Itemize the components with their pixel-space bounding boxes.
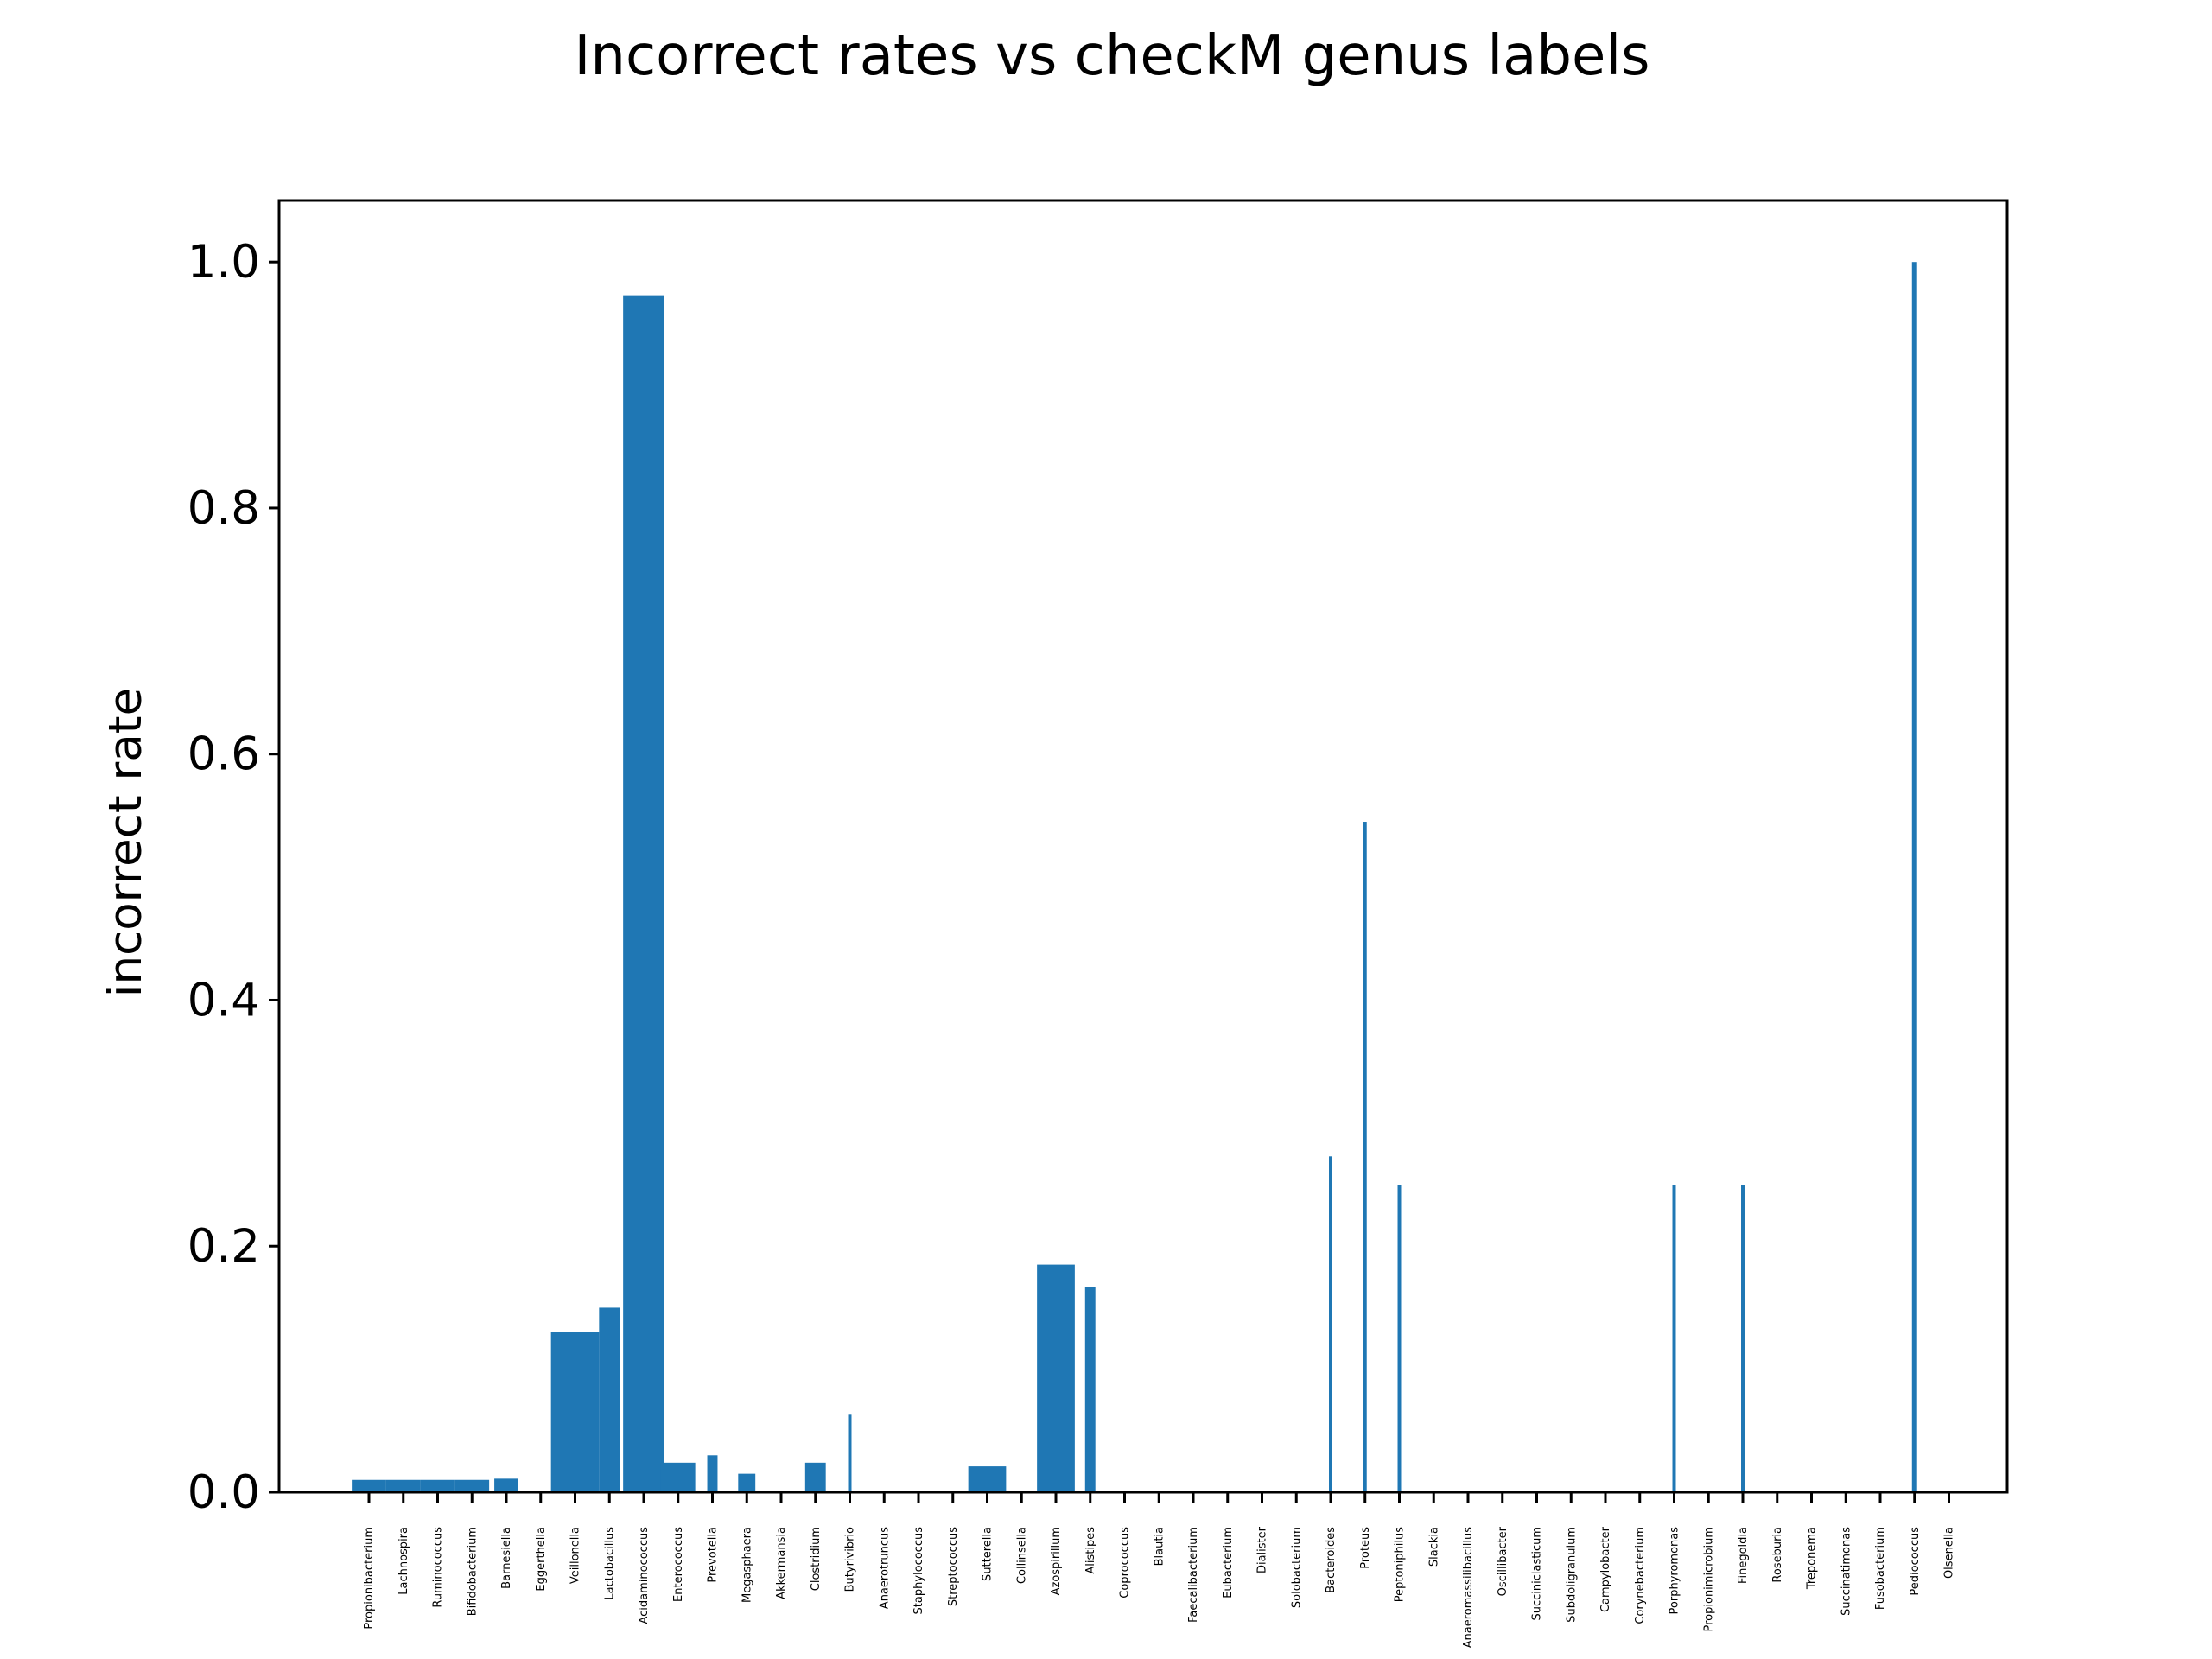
x-tick-label: Streptococcus	[947, 1527, 960, 1606]
x-tick-label: Oscillibacter	[1497, 1526, 1510, 1596]
x-tick-label: Enterococcus	[672, 1527, 685, 1602]
x-tick-label: Lachnospira	[397, 1527, 410, 1595]
x-tick-label: Fusobacterium	[1874, 1527, 1887, 1610]
x-tick-label: Proteus	[1359, 1527, 1372, 1569]
x-tick-label: Bacteroides	[1325, 1527, 1338, 1593]
bar-sutterella	[968, 1466, 1007, 1492]
x-tick-label: Blautia	[1153, 1527, 1166, 1566]
x-tick-label: Propionimicrobium	[1702, 1527, 1715, 1632]
bar-butyrivibrio	[848, 1414, 852, 1492]
x-tick-label: Ruminococcus	[432, 1527, 445, 1608]
x-tick-label: Anaeromassilibacillus	[1462, 1527, 1475, 1649]
x-tick-label: Anaerotruncus	[878, 1527, 891, 1609]
x-tick-label: Corynebacterium	[1634, 1527, 1647, 1624]
x-tick-label: Staphylococcus	[912, 1527, 925, 1615]
y-tick-label: 0.4	[188, 974, 260, 1027]
x-tick-label: Propionibacterium	[363, 1527, 376, 1630]
plot-frame	[277, 199, 2009, 1494]
x-tick-label: Slackia	[1427, 1527, 1440, 1567]
bar-ruminococcus	[420, 1479, 455, 1492]
x-tick-label: Dialister	[1256, 1526, 1269, 1573]
y-tick-label: 0.2	[188, 1220, 260, 1273]
x-tick-label: Peptoniphilus	[1394, 1527, 1407, 1602]
x-tick-label: Coprococcus	[1119, 1527, 1132, 1599]
x-tick-label: Collinsella	[1015, 1527, 1028, 1584]
x-tick-label: Alistipes	[1084, 1527, 1097, 1574]
x-tick-label: Butyrivibrio	[844, 1527, 857, 1592]
x-tick-label: Azospirillum	[1050, 1527, 1063, 1595]
bar-azospirillum	[1037, 1264, 1075, 1492]
x-tick-label: Veillonella	[569, 1527, 582, 1584]
bar-prevotella	[707, 1455, 718, 1492]
x-tick-label: Sutterella	[982, 1527, 995, 1581]
bar-finegoldia	[1741, 1185, 1745, 1492]
x-ticks-group: Propionibacterium Lachnospira Ruminococcus…	[363, 1492, 1956, 1648]
bar-pediococcus	[1911, 262, 1917, 1493]
x-tick-label: Bifidobacterium	[466, 1527, 479, 1616]
x-tick-label: Eggerthella	[535, 1527, 548, 1592]
x-tick-label: Clostridium	[810, 1527, 823, 1591]
y-axis-label: incorrect rate	[99, 688, 152, 997]
x-tick-label: Porphyromonas	[1669, 1527, 1681, 1615]
bar-peptoniphilus	[1397, 1185, 1402, 1492]
x-tick-label: Roseburia	[1771, 1527, 1784, 1583]
x-tick-label: Akkermansia	[775, 1527, 788, 1599]
bar-porphyromonas	[1672, 1185, 1676, 1492]
bar-megasphaera	[738, 1473, 756, 1492]
bar-lachnospira	[385, 1479, 421, 1492]
x-tick-label: Campylobacter	[1599, 1526, 1612, 1612]
bar-barnesiella	[494, 1478, 518, 1492]
x-tick-label: Eubacterium	[1222, 1527, 1235, 1599]
bar-proteus	[1363, 822, 1367, 1492]
bar-propionibacterium	[352, 1479, 386, 1492]
x-tick-label: Pediococcus	[1909, 1527, 1922, 1596]
x-tick-label: Barnesiella	[500, 1527, 513, 1589]
bar-alistipes	[1084, 1287, 1096, 1492]
x-tick-label: Megasphaera	[741, 1527, 753, 1603]
x-tick-label: Succinatimonas	[1840, 1527, 1853, 1616]
x-tick-label: Subdoligranulum	[1565, 1527, 1578, 1623]
y-ticks-group: 0.0 0.2 0.4 0.6 0.8 1.0	[188, 236, 279, 1519]
x-tick-label: Prevotella	[707, 1527, 720, 1583]
x-tick-label: Acidaminococcus	[638, 1527, 651, 1624]
bar-bacteroides	[1329, 1156, 1332, 1492]
bar-veillonella	[550, 1332, 600, 1492]
y-tick-label: 0.6	[188, 728, 260, 781]
chart-title: Incorrect rates vs checkM genus labels	[575, 24, 1650, 88]
y-tick-label: 0.8	[188, 482, 260, 535]
y-tick-label: 1.0	[188, 236, 260, 289]
x-tick-label: Olsenella	[1943, 1527, 1956, 1579]
bar-bifidobacterium	[454, 1479, 490, 1492]
x-tick-label: Finegoldia	[1737, 1527, 1750, 1584]
y-tick-label: 0.0	[188, 1466, 260, 1519]
x-tick-label: Lactobacillus	[603, 1527, 616, 1600]
x-tick-label: Faecalibacterium	[1187, 1527, 1200, 1623]
bar-acidaminococcus	[623, 295, 664, 1492]
bar-clostridium	[804, 1462, 826, 1492]
x-tick-label: Succiniclasticum	[1531, 1527, 1544, 1621]
x-tick-label: Solobacterium	[1290, 1527, 1303, 1608]
bar-enterococcus	[660, 1462, 696, 1492]
x-tick-label: Treponema	[1806, 1527, 1819, 1590]
bars-group	[352, 262, 1917, 1493]
bar-lactobacillus	[599, 1307, 620, 1492]
